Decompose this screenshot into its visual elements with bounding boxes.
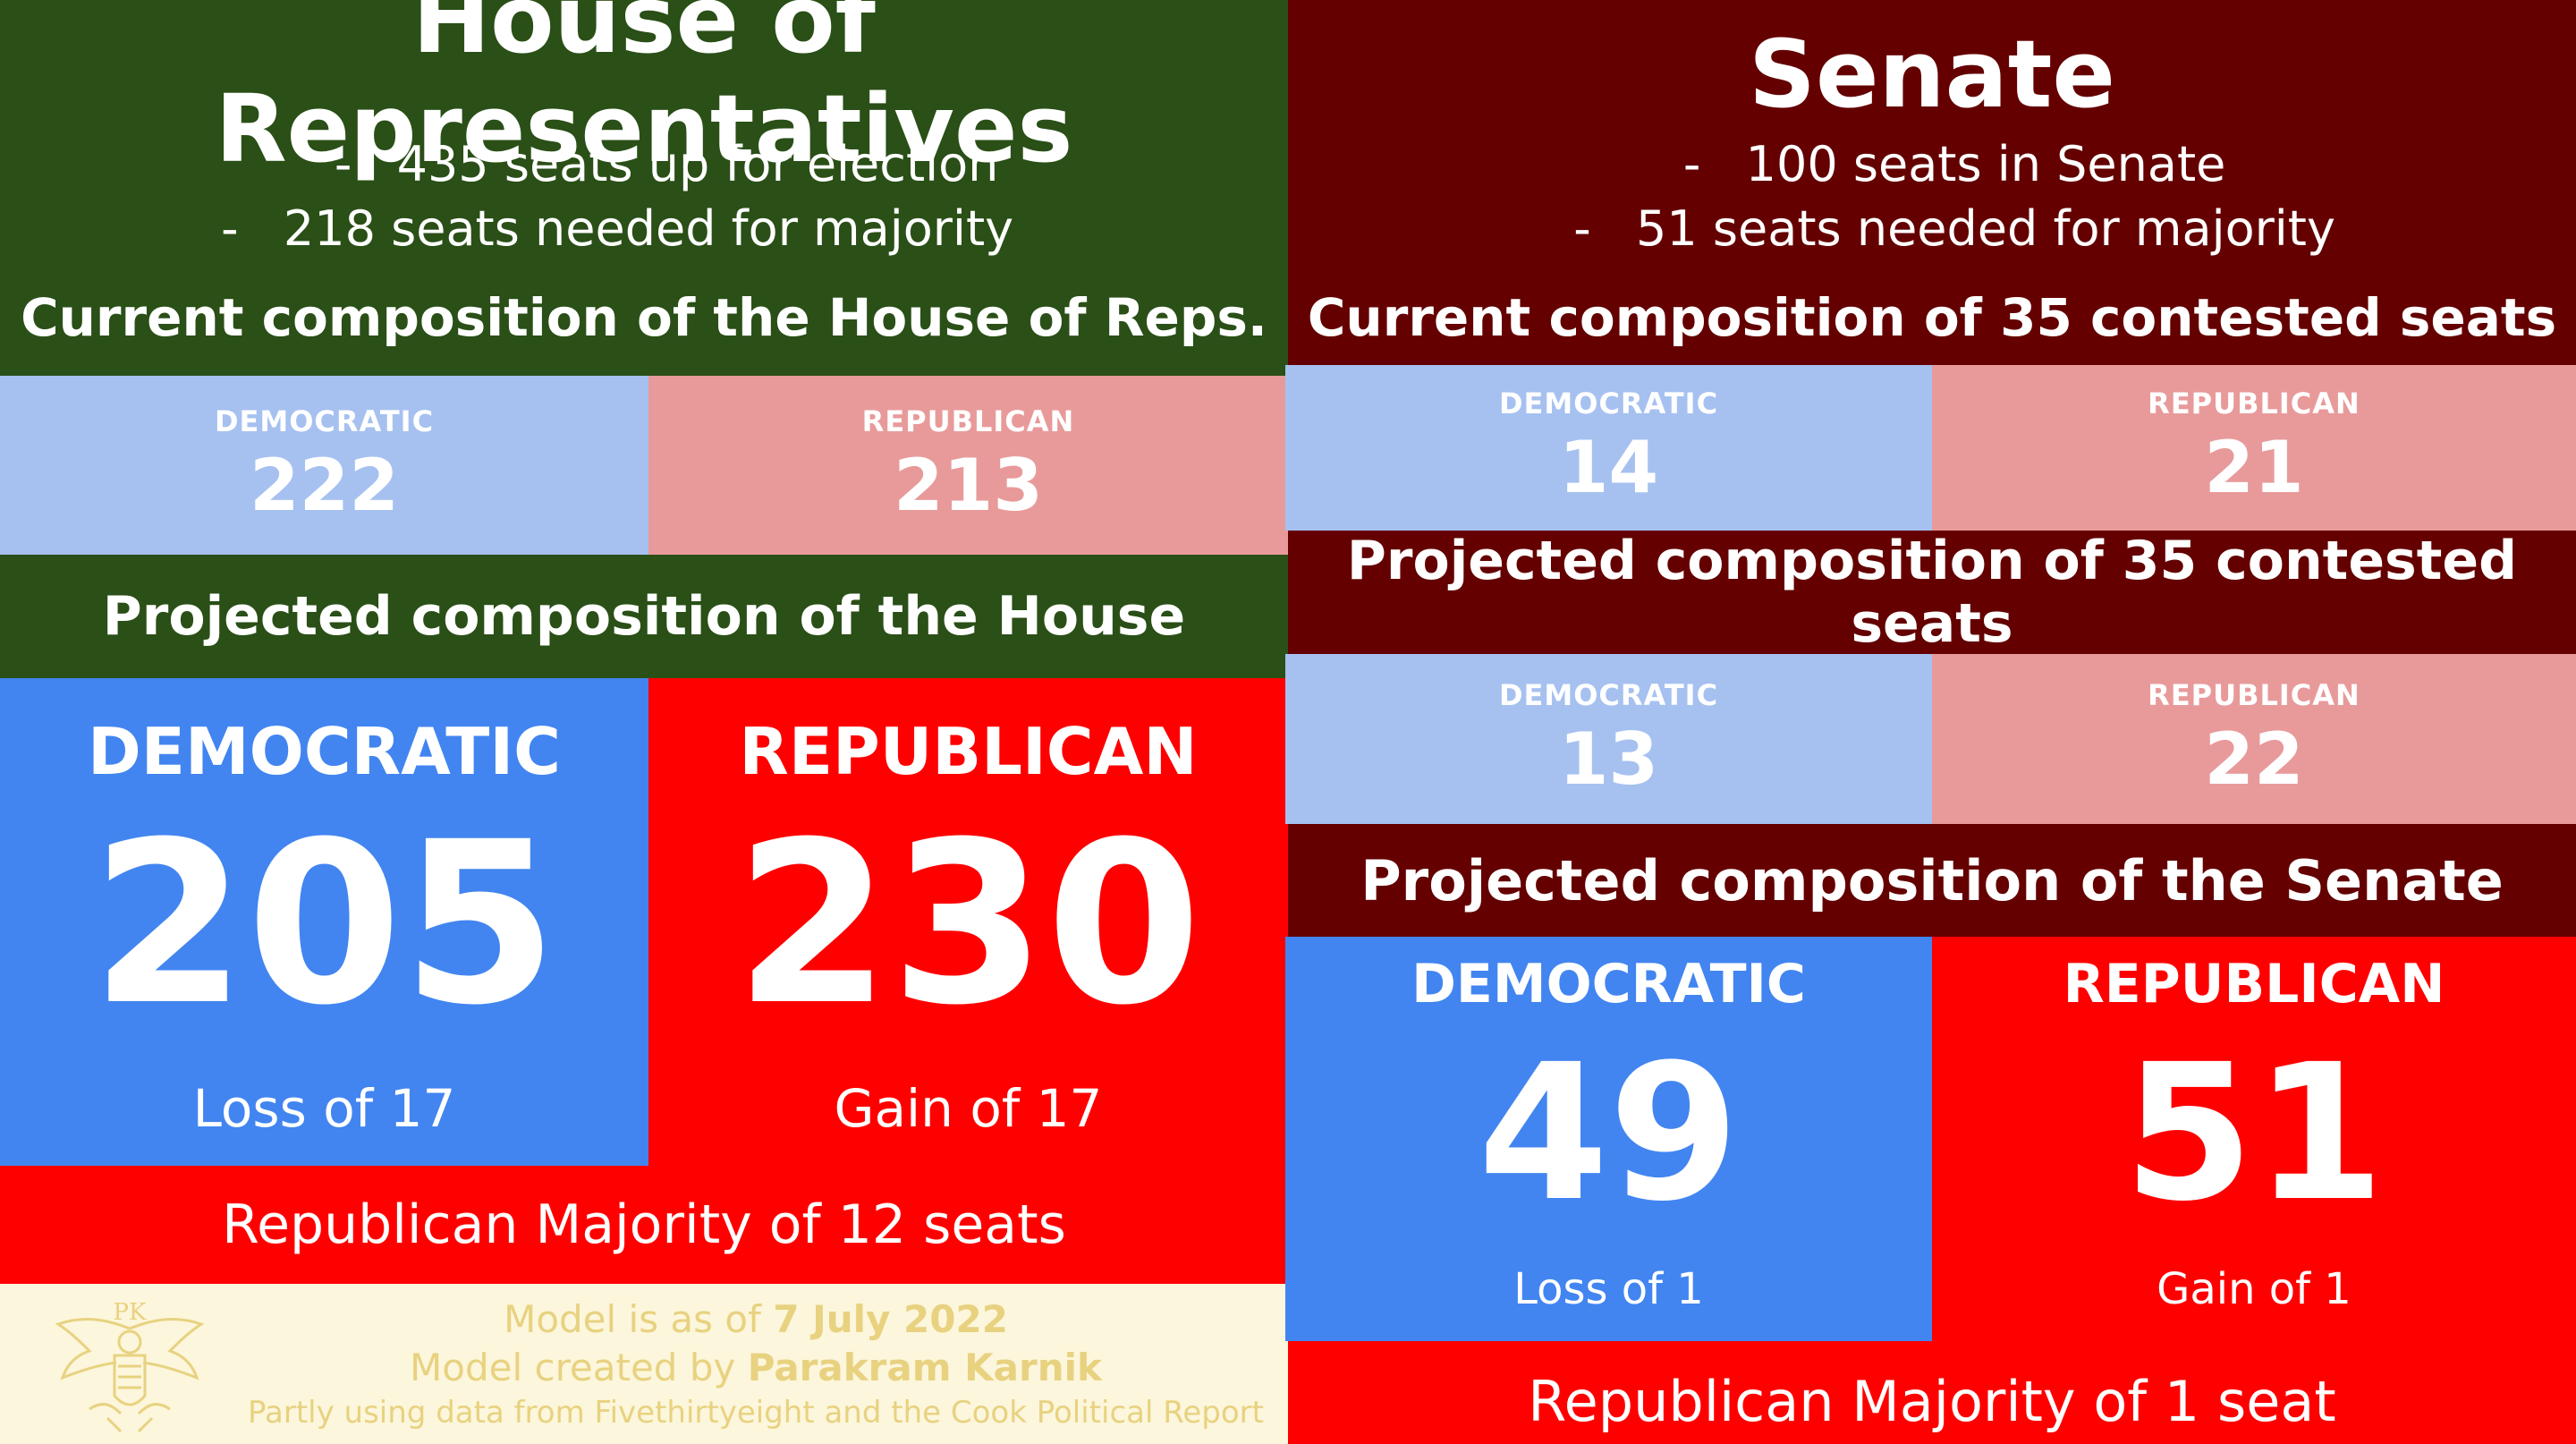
party-label: DEMOCRATIC [1498, 677, 1719, 712]
senate-current-democratic: DEMOCRATIC 14 [1285, 365, 1932, 531]
senate-current-republican: REPUBLICAN 21 [1932, 365, 2576, 531]
house-current-republican: REPUBLICAN 213 [648, 376, 1288, 555]
seat-change: Loss of 1 [1513, 1264, 1704, 1314]
house-bullet-majority: -218 seats needed for majority [221, 200, 1014, 257]
party-label: DEMOCRATIC [88, 714, 561, 789]
house-majority-banner: Republican Majority of 12 seats [0, 1166, 1288, 1284]
seat-count: 13 [1558, 717, 1659, 801]
party-label: REPUBLICAN [861, 403, 1075, 438]
house-projected-republican: REPUBLICAN 230 Gain of 17 [648, 678, 1288, 1166]
party-label: DEMOCRATIC [1498, 386, 1719, 420]
seat-count: 205 [90, 794, 558, 1054]
senate-bullet-seats: -100 seats in Senate [1682, 135, 2226, 192]
seat-count: 21 [2204, 426, 2304, 509]
senate-header-panel [1288, 0, 2576, 365]
model-author-line: Model created by Parakram Karnik [410, 1346, 1102, 1390]
party-label: REPUBLICAN [739, 714, 1198, 789]
senate-contested-title: Projected composition of 35 contested se… [1288, 530, 2576, 655]
seat-count: 230 [734, 794, 1202, 1054]
model-date-line: Model is as of 7 July 2022 [504, 1296, 1008, 1341]
seat-count: 22 [2204, 717, 2304, 801]
house-header-panel [0, 0, 1288, 376]
data-source-line: Partly using data from Fivethirtyeight a… [248, 1395, 1264, 1431]
seat-change: Gain of 17 [834, 1078, 1103, 1139]
party-label: DEMOCRATIC [1411, 953, 1806, 1015]
party-label: REPUBLICAN [2063, 953, 2445, 1015]
house-projected-democratic: DEMOCRATIC 205 Loss of 17 [0, 678, 648, 1166]
senate-projected-title: Projected composition of the Senate [1288, 824, 2576, 937]
party-label: REPUBLICAN [2148, 677, 2360, 712]
seat-count: 222 [250, 443, 399, 527]
senate-current-title: Current composition of 35 contested seat… [1307, 287, 2557, 348]
footer-text: Model is as of 7 July 2022 Model created… [224, 1284, 1288, 1444]
senate-projected-democratic: DEMOCRATIC 49 Loss of 1 [1285, 937, 1932, 1341]
svg-text:PK: PK [114, 1299, 147, 1326]
house-current-title: Current composition of the House of Reps… [21, 287, 1267, 348]
senate-projected-republican: REPUBLICAN 51 Gain of 1 [1932, 937, 2576, 1341]
house-bullet-seats: -435 seats up for election [334, 135, 999, 192]
seat-count: 213 [894, 443, 1043, 527]
house-current-democratic: DEMOCRATIC 222 [0, 376, 648, 555]
eagle-seal-icon: PK [36, 1293, 224, 1440]
house-projected-title: Projected composition of the House [0, 555, 1288, 678]
model-footer: PK Model is as of 7 July 2022 Model crea… [0, 1284, 1288, 1444]
senate-majority-banner: Republican Majority of 1 seat [1288, 1341, 2576, 1444]
seat-count: 49 [1478, 1024, 1740, 1243]
house-title: House of Representatives [215, 0, 1073, 183]
seat-change: Loss of 17 [192, 1078, 456, 1139]
party-label: REPUBLICAN [2148, 386, 2360, 420]
seat-count: 14 [1558, 426, 1659, 509]
senate-title: Senate [1749, 20, 2115, 129]
party-label: DEMOCRATIC [214, 403, 435, 438]
seat-count: 51 [2123, 1024, 2385, 1243]
senate-contested-democratic: DEMOCRATIC 13 [1285, 654, 1932, 824]
senate-bullet-majority: -51 seats needed for majority [1573, 200, 2335, 257]
senate-contested-republican: REPUBLICAN 22 [1932, 654, 2576, 824]
seat-change: Gain of 1 [2157, 1264, 2351, 1314]
